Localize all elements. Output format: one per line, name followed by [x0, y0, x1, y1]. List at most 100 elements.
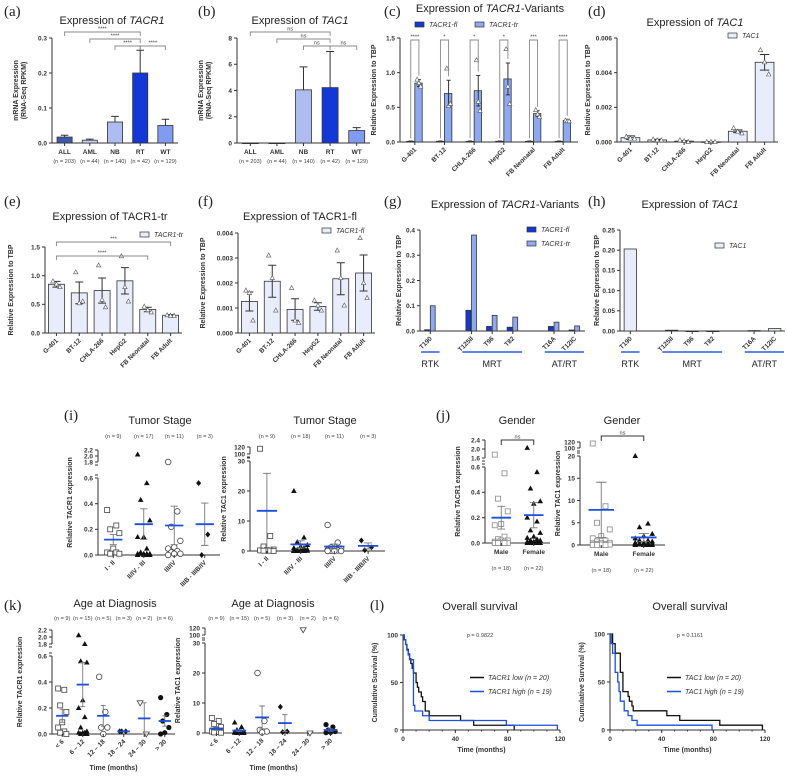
data-point: [79, 731, 86, 736]
error-bar: [161, 118, 170, 126]
data-point: [631, 135, 638, 141]
data-point: [110, 545, 117, 552]
data-point: [360, 279, 367, 285]
y-tick-label: 0.0: [38, 140, 47, 147]
y-tick-label: 30: [238, 458, 246, 465]
axis-break: [482, 460, 485, 465]
survival-curve: [403, 634, 515, 730]
n-label: (n = 203): [239, 159, 262, 165]
error-bar: [326, 51, 335, 88]
significance-bracket: [303, 45, 331, 50]
n-label: (n = 18): [592, 568, 612, 574]
data-point: [491, 522, 498, 529]
y-tick-label: 2.4: [471, 437, 480, 444]
data-point: [318, 307, 325, 313]
y-tick-label: 0.1: [38, 105, 47, 112]
y-tick-label: 0.3: [406, 253, 415, 260]
bar: [486, 326, 492, 332]
data-point: [171, 312, 177, 318]
y-axis-label: Relative Expression to TBP: [585, 44, 592, 135]
data-point: [524, 540, 531, 545]
data-point: [685, 138, 691, 144]
data-point: [53, 281, 60, 287]
y-tick-label: 1.8: [84, 459, 93, 466]
bar: [491, 314, 498, 332]
data-point: [334, 247, 340, 253]
error-bar: [60, 134, 69, 138]
panel-j1: (j) Gender 0.0 0.2 0.4 0.6 1.6 2.0 2.4 Relative T…: [436, 408, 550, 572]
bar: [132, 72, 149, 144]
data-point: [55, 724, 62, 731]
significance-bracket: [500, 439, 535, 445]
data-point: [238, 724, 245, 729]
error-bar: [268, 264, 277, 298]
legend-swatch: [321, 227, 332, 234]
data-point: [649, 530, 656, 536]
y-tick-label: 50: [598, 679, 606, 686]
y-tick-label: 0.004: [596, 70, 613, 77]
legend-swatch: [474, 21, 485, 28]
y-tick-label: 0: [241, 548, 245, 555]
data-point: [145, 306, 151, 312]
y-axis-label: Relative Expression to TBP: [594, 235, 601, 326]
y-tick-label: 0.006: [596, 35, 613, 42]
y-tick-label: 10: [568, 498, 576, 505]
data-point: [338, 274, 344, 280]
error-bar: [438, 140, 443, 143]
panel-letter: (h): [588, 194, 606, 210]
data-point: [241, 730, 247, 735]
data-point: [61, 686, 68, 693]
panel-h: (h) Expression of TAC1 0.00 0.05 0.10 0.15 0.2…: [588, 194, 785, 369]
y-tick-label: 5: [571, 520, 575, 527]
x-tick-label: FB Adult: [543, 146, 568, 171]
bar: [553, 321, 560, 332]
x-tick-label: 18 – 24: [107, 738, 128, 759]
error-bar: [120, 267, 129, 295]
significance-bracket: [139, 45, 166, 50]
bar: [664, 329, 679, 332]
n-label: (n = 44): [267, 159, 287, 165]
y-axis-label: Relative Expression to TBP: [371, 44, 378, 135]
chart-title-part: Gender: [604, 415, 641, 427]
x-tick-label: FB Neonatal: [709, 146, 741, 178]
data-point: [324, 547, 331, 555]
data-point: [164, 458, 172, 466]
data-point: [632, 453, 639, 458]
legend-label: TACR1-tr: [154, 232, 184, 239]
y-tick-label: 0.0: [471, 540, 480, 547]
legend-label: TACR1-fl: [429, 22, 458, 29]
y-axis-label-line2: (RNA-Seq RPKM): [21, 62, 28, 120]
data-point: [306, 730, 314, 737]
data-point: [107, 526, 114, 533]
y-axis-label: Relative Expression to TBP: [200, 237, 207, 328]
x-tick-label: > 30: [320, 737, 334, 751]
chart-title-part: Expression of: [60, 15, 130, 27]
axis-break: [202, 637, 205, 641]
x-tick-label: BT-12: [65, 337, 83, 355]
y-tick-label: 120: [564, 439, 575, 446]
x-tick-label: CHLA-266: [661, 146, 688, 173]
legend-text: high (n = 19): [510, 689, 551, 696]
y-tick-label: 20: [238, 488, 246, 495]
x-tick-label: I - II: [104, 559, 117, 572]
data-point: [330, 724, 336, 730]
x-tick-label: BT-12: [643, 146, 661, 164]
legend-swatch: [139, 231, 150, 238]
panel-letter: (a): [4, 4, 21, 20]
chart-title: Expression of TAC1: [251, 15, 348, 27]
survival-curve: [403, 634, 559, 730]
x-tick-label: HepG2: [109, 337, 129, 357]
x-tick-label: ALL: [244, 149, 257, 156]
data-point: [73, 269, 79, 275]
legend-gene: TACR1: [488, 689, 511, 696]
data-point: [243, 287, 249, 293]
chart-title-part: Tumor Stage: [293, 415, 356, 427]
data-point: [341, 302, 347, 308]
y-tick-label: 100: [189, 632, 200, 639]
chart-title: Tumor Stage: [128, 415, 191, 427]
significance-label: ns: [301, 34, 307, 40]
data-point: [137, 496, 144, 502]
y-tick-label: 0.5: [31, 302, 40, 309]
